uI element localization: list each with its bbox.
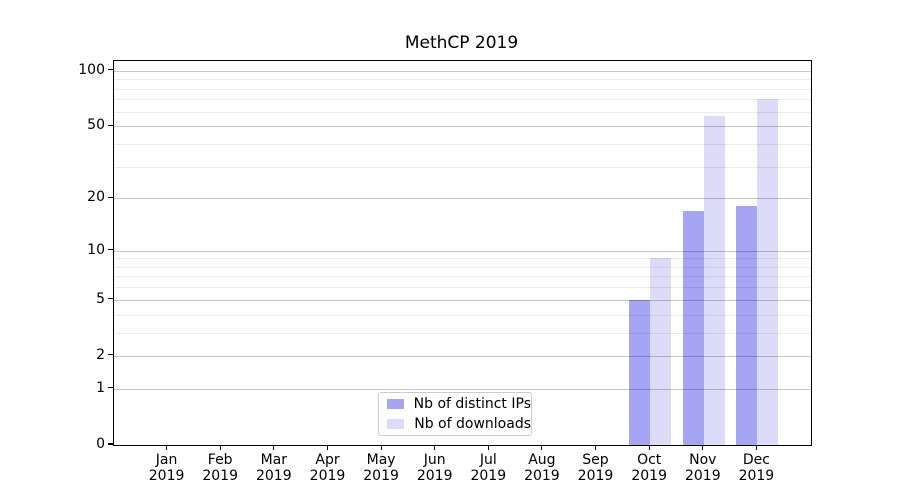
x-tick-year: 2019 bbox=[363, 468, 399, 484]
x-tick-month: Nov bbox=[689, 452, 717, 468]
bar-nb-of-downloads-oct bbox=[650, 258, 672, 445]
x-tick-year: 2019 bbox=[148, 468, 185, 484]
x-tick-year: 2019 bbox=[255, 468, 292, 484]
x-tick-mark-jul bbox=[487, 445, 489, 450]
chart-title: MethCP 2019 bbox=[404, 33, 519, 53]
x-tick-month: Jul bbox=[479, 452, 497, 468]
y-tick-mark-1 bbox=[108, 387, 113, 389]
y-tick-label-5: 5 bbox=[96, 290, 105, 307]
y-tick-mark-20 bbox=[108, 196, 113, 198]
legend-swatch-distinct-ips bbox=[387, 399, 404, 409]
gridline-y-10 bbox=[114, 250, 811, 252]
x-tick-year: 2019 bbox=[684, 468, 721, 484]
x-tick-year: 2019 bbox=[738, 468, 775, 484]
legend-label-distinct-ips: Nb of distinct IPs bbox=[413, 395, 531, 412]
y-tick-label-0: 0 bbox=[96, 436, 105, 452]
x-tick-month: Jun bbox=[423, 452, 446, 468]
gridline-y-6 bbox=[114, 287, 811, 289]
bar-nb-of-distinct-ips-dec bbox=[736, 206, 758, 445]
x-tick-mark-jan bbox=[166, 445, 168, 450]
x-tick-label-mar: Mar 2019 bbox=[238, 452, 310, 484]
plot-area bbox=[113, 60, 812, 446]
x-tick-year: 2019 bbox=[416, 468, 453, 484]
y-tick-label-1: 1 bbox=[96, 379, 105, 396]
bar-nb-of-distinct-ips-oct bbox=[629, 299, 651, 445]
gridline-y-7 bbox=[114, 276, 811, 278]
bar-nb-of-downloads-dec bbox=[757, 99, 779, 445]
x-tick-label-dec: Dec 2019 bbox=[720, 452, 792, 484]
gridline-y-1 bbox=[114, 388, 811, 390]
x-tick-mark-may bbox=[380, 445, 382, 450]
x-tick-label-aug: Aug 2019 bbox=[506, 452, 578, 484]
x-tick-label-jul: Jul 2019 bbox=[452, 452, 524, 484]
x-tick-mark-oct bbox=[648, 445, 650, 450]
gridline-y-3 bbox=[114, 332, 811, 334]
x-tick-month: Dec bbox=[742, 452, 770, 468]
x-tick-label-nov: Nov 2019 bbox=[667, 452, 739, 484]
x-tick-mark-sep bbox=[594, 445, 597, 450]
x-tick-label-oct: Oct 2019 bbox=[613, 452, 685, 484]
x-tick-mark-nov bbox=[702, 445, 704, 450]
gridline-y-5 bbox=[114, 299, 811, 301]
legend-swatch-downloads bbox=[387, 419, 405, 429]
gridline-y-9 bbox=[114, 258, 811, 260]
gridline-y-20 bbox=[114, 198, 811, 200]
x-tick-year: 2019 bbox=[524, 468, 560, 484]
y-tick-label-20: 20 bbox=[87, 189, 105, 206]
gridline-y-100 bbox=[114, 70, 811, 72]
x-tick-year: 2019 bbox=[631, 468, 667, 484]
x-tick-label-may: May 2019 bbox=[345, 452, 417, 484]
y-tick-mark-2 bbox=[108, 354, 113, 356]
gridline-y-80 bbox=[114, 88, 811, 90]
x-tick-month: Jan bbox=[155, 452, 178, 468]
x-tick-year: 2019 bbox=[470, 468, 507, 484]
gridline-y-40 bbox=[114, 143, 811, 145]
x-tick-month: Sep bbox=[582, 452, 609, 468]
x-tick-label-apr: Apr 2019 bbox=[292, 452, 364, 484]
y-tick-mark-100 bbox=[108, 69, 113, 71]
x-tick-year: 2019 bbox=[202, 468, 238, 484]
x-tick-label-feb: Feb 2019 bbox=[184, 452, 256, 484]
y-tick-mark-0 bbox=[108, 443, 113, 445]
bar-nb-of-downloads-nov bbox=[703, 115, 725, 445]
x-tick-month: Mar bbox=[260, 452, 287, 468]
gridline-y-50 bbox=[114, 126, 811, 128]
y-tick-label-100: 100 bbox=[78, 61, 105, 78]
x-tick-month: May bbox=[366, 452, 396, 468]
x-tick-mark-apr bbox=[326, 445, 329, 450]
y-tick-mark-10 bbox=[108, 249, 113, 251]
x-tick-mark-aug bbox=[541, 445, 543, 450]
legend-item-downloads: Nb of downloads bbox=[379, 416, 531, 433]
x-tick-month: Oct bbox=[637, 452, 662, 468]
y-tick-mark-50 bbox=[108, 124, 113, 126]
x-tick-mark-dec bbox=[755, 445, 757, 450]
gridline-y-30 bbox=[114, 166, 811, 168]
x-tick-month: Apr bbox=[315, 452, 340, 468]
y-tick-label-2: 2 bbox=[96, 346, 105, 363]
gridline-y-4 bbox=[114, 314, 811, 316]
x-tick-year: 2019 bbox=[309, 468, 346, 484]
legend-label-downloads: Nb of downloads bbox=[414, 415, 531, 432]
y-tick-label-50: 50 bbox=[87, 117, 105, 134]
x-tick-year: 2019 bbox=[577, 468, 614, 484]
legend: Nb of distinct IPs Nb of downloads bbox=[378, 392, 532, 436]
y-tick-label-10: 10 bbox=[87, 241, 105, 258]
x-tick-label-sep: Sep 2019 bbox=[560, 452, 632, 484]
x-tick-label-jun: Jun 2019 bbox=[399, 452, 471, 484]
gridline-y-70 bbox=[114, 99, 811, 101]
x-tick-label-jan: Jan 2019 bbox=[131, 452, 203, 484]
x-tick-mark-jun bbox=[434, 445, 436, 450]
bar-nb-of-distinct-ips-nov bbox=[682, 210, 704, 445]
gridline-y-2 bbox=[114, 355, 811, 357]
gridline-y-60 bbox=[114, 111, 811, 113]
gridline-y-8 bbox=[114, 266, 811, 268]
x-tick-month: Aug bbox=[528, 452, 556, 468]
x-tick-month: Feb bbox=[207, 452, 233, 468]
y-tick-mark-5 bbox=[108, 298, 113, 300]
legend-item-distinct-ips: Nb of distinct IPs bbox=[379, 396, 531, 413]
gridline-y-90 bbox=[114, 79, 811, 81]
x-tick-mark-mar bbox=[273, 445, 275, 450]
x-tick-mark-feb bbox=[219, 445, 221, 450]
